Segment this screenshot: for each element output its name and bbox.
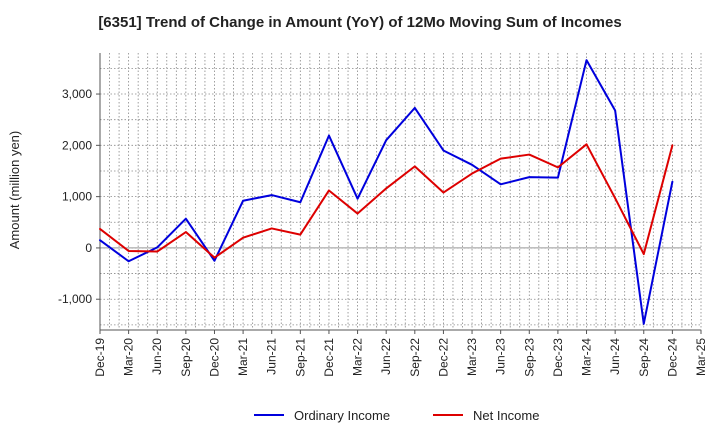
y-tick-label: 0 xyxy=(85,241,92,255)
y-tick-label: 3,000 xyxy=(62,87,92,101)
x-tick-label: Sep-20 xyxy=(179,338,193,377)
x-tick-label: Mar-23 xyxy=(465,338,479,376)
series-line-ordinary-income xyxy=(99,59,674,325)
x-tick-label: Jun-23 xyxy=(494,338,508,375)
grid xyxy=(99,53,702,330)
chart-title: [6351] Trend of Change in Amount (YoY) o… xyxy=(98,14,622,31)
x-tick-label: Jun-24 xyxy=(608,338,622,375)
x-tick-label: Jun-20 xyxy=(150,338,164,375)
x-tick-label: Dec-23 xyxy=(551,338,565,377)
x-axis-ticks: Dec-19 Mar-20 Jun-20 Sep-20 Dec-20 Mar-21 Jun-… xyxy=(93,330,708,377)
y-tick-label: 2,000 xyxy=(62,138,92,152)
y-tick-label: 1,000 xyxy=(62,190,92,204)
x-tick-label: Dec-22 xyxy=(436,338,450,377)
x-tick-label: Jun-21 xyxy=(265,338,279,375)
x-tick-label: Mar-21 xyxy=(236,338,250,376)
x-tick-label: Sep-22 xyxy=(408,338,422,377)
y-axis-title: Amount (million yen) xyxy=(7,131,22,250)
x-tick-label: Sep-21 xyxy=(293,338,307,377)
x-tick-label: Dec-24 xyxy=(665,338,679,377)
legend: Ordinary Income Net Income xyxy=(254,408,539,423)
series-layer xyxy=(99,59,674,325)
axes xyxy=(99,53,701,331)
x-tick-label: Jun-22 xyxy=(379,338,393,375)
legend-label-ordinary-income: Ordinary Income xyxy=(294,408,390,423)
y-tick-label: -1,000 xyxy=(58,292,92,306)
x-tick-label: Mar-20 xyxy=(122,338,136,376)
legend-label-net-income: Net Income xyxy=(473,408,539,423)
x-tick-label: Dec-19 xyxy=(93,338,107,377)
x-tick-label: Dec-21 xyxy=(322,338,336,377)
series-line-net-income xyxy=(99,143,674,259)
x-tick-label: Sep-24 xyxy=(637,338,651,377)
y-axis-ticks: -1,000 0 1,000 2,000 3,000 xyxy=(58,87,100,306)
x-tick-label: Mar-22 xyxy=(351,338,365,376)
x-tick-label: Sep-23 xyxy=(522,338,536,377)
x-tick-label: Mar-25 xyxy=(694,338,708,376)
x-tick-label: Dec-20 xyxy=(207,338,221,377)
plot-area xyxy=(100,53,701,330)
x-tick-label: Mar-24 xyxy=(580,338,594,376)
